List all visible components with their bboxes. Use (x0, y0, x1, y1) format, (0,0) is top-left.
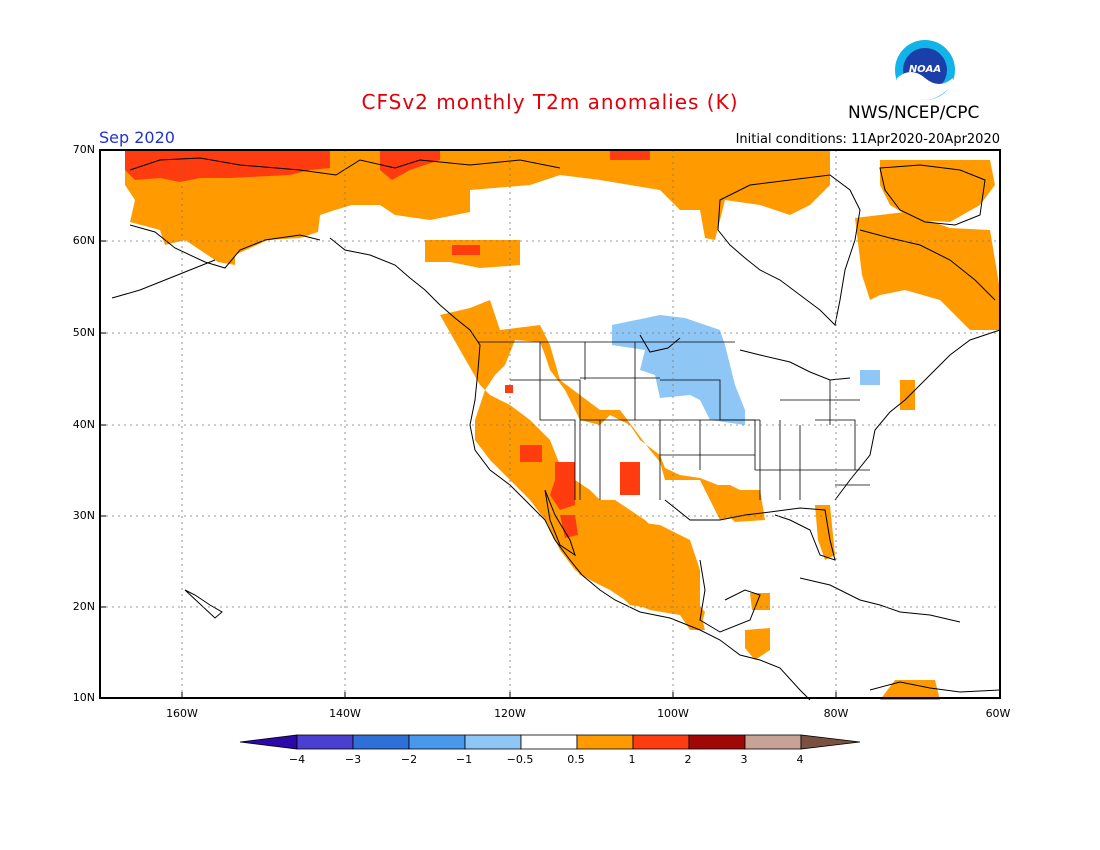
lon-label: 120W (494, 707, 526, 720)
colorbar-swatch (576, 734, 634, 750)
lat-label: 40N (72, 418, 95, 431)
colorbar-label: −0.5 (506, 753, 534, 766)
north-central-cool-region (612, 315, 745, 425)
chart-title: CFSv2 monthly T2m anomalies (K) (361, 90, 739, 114)
mexico-warm-region (540, 500, 705, 630)
lat-label: 70N (72, 143, 95, 156)
oregon-hot-patch (505, 385, 513, 393)
lat-label: 60N (72, 234, 95, 247)
lat-label: 30N (72, 509, 95, 522)
forecast-month: Sep 2020 (99, 128, 175, 147)
alaska-hot-region (125, 150, 330, 182)
yucatan-warm-region (750, 593, 770, 610)
lat-label: 50N (72, 326, 95, 339)
initial-conditions: Initial conditions: 11Apr2020-20Apr2020 (735, 132, 1000, 147)
quebec-cool-region (860, 370, 880, 385)
northern-canada-warm-region (530, 150, 830, 240)
axis-ticks (100, 149, 837, 698)
noaa-logo: NOAA (895, 40, 955, 100)
colorbar-swatch (464, 734, 522, 750)
arizona-hot-region (550, 462, 575, 510)
map-frame (99, 149, 1001, 699)
colorbar-label: 0.5 (567, 753, 585, 766)
southwest-hot-region (520, 445, 542, 462)
arctic-hot-region-east (610, 150, 650, 160)
colorbar-label: 2 (684, 753, 692, 766)
colorbar-swatch (296, 734, 354, 750)
colorbar-swatch (408, 734, 466, 750)
canada-hot-patch (452, 245, 480, 255)
colorbar-label: −1 (455, 753, 473, 766)
lon-label: 160W (166, 707, 198, 720)
colorbar-swatch (520, 734, 578, 750)
svg-text:NOAA: NOAA (909, 64, 941, 75)
coastlines (111, 157, 1001, 701)
northeast-warm-region (900, 380, 915, 410)
organization-label: NWS/NCEP/CPC (848, 103, 980, 123)
colorbar-swatch (352, 734, 410, 750)
colorbar-label: −4 (288, 753, 306, 766)
lon-label: 140W (329, 707, 361, 720)
lon-label: 100W (657, 707, 689, 720)
south-america-warm-region (880, 680, 940, 700)
baja-hot-region (560, 515, 578, 538)
greenland-warm-region (880, 160, 995, 222)
lon-label: 80W (823, 707, 849, 720)
anomaly-fields (125, 150, 1000, 700)
colorbar-swatch (632, 734, 690, 750)
lat-label: 20N (72, 600, 95, 613)
colorbar-label: 3 (740, 753, 748, 766)
newmexico-hot-region (620, 462, 640, 495)
labrador-warm-region (855, 212, 1000, 330)
graticule (100, 150, 1000, 698)
colorbar-label: −2 (400, 753, 418, 766)
colorbar-label: −3 (344, 753, 362, 766)
central-america-warm-region (745, 628, 770, 660)
colorbar-right-arrow (800, 734, 861, 750)
lon-label: 60W (985, 707, 1011, 720)
colorbar-swatch (688, 734, 746, 750)
colorbar-label: 1 (628, 753, 636, 766)
southeast-warm-region (815, 505, 835, 560)
colorbar-label: 4 (796, 753, 804, 766)
colorbar-left-arrow (239, 734, 298, 750)
state-boundaries (478, 341, 870, 500)
colorbar-swatch (744, 734, 802, 750)
lat-label: 10N (72, 691, 95, 704)
arctic-hot-region (380, 150, 440, 180)
